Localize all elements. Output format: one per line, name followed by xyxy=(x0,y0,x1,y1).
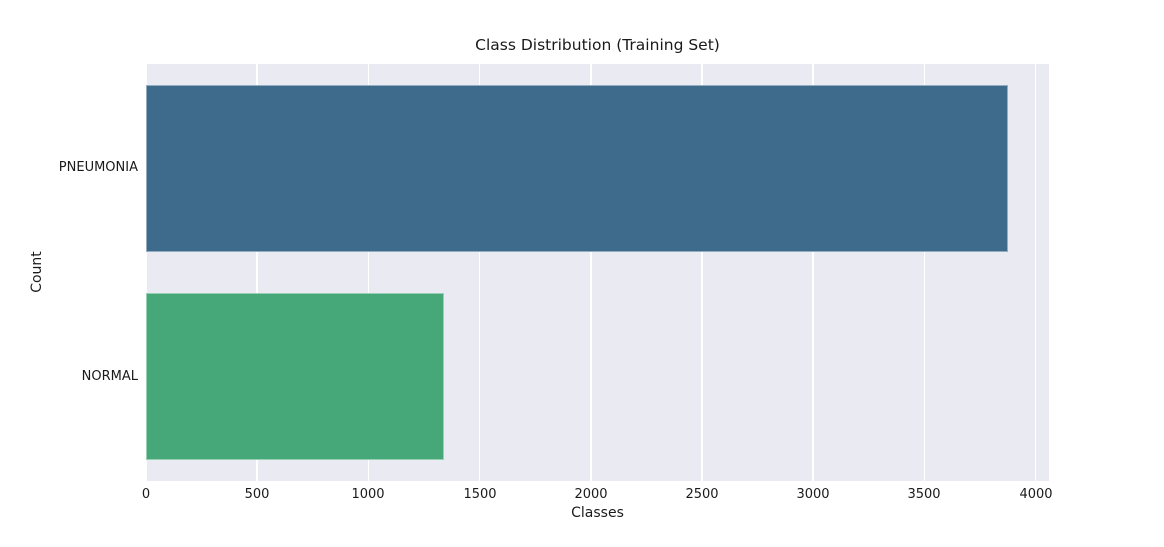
x-tick-label-500: 500 xyxy=(244,487,270,502)
x-tick-label-3000: 3000 xyxy=(796,487,830,502)
x-tick-label-3500: 3500 xyxy=(907,487,941,502)
x-axis-label: Classes xyxy=(571,505,624,521)
gridline-x-4000 xyxy=(1034,64,1037,481)
x-tick-label-0: 0 xyxy=(141,487,151,502)
y-tick-label-normal: NORMAL xyxy=(81,369,138,384)
bar-pneumonia xyxy=(146,85,1008,252)
plot-area xyxy=(146,64,1049,481)
gridline-x-2500 xyxy=(701,64,703,481)
gridline-x-1500 xyxy=(478,64,481,481)
x-tick-label-2000: 2000 xyxy=(574,487,608,502)
chart-title: Class Distribution (Training Set) xyxy=(475,36,720,54)
y-axis-label: Count xyxy=(29,251,45,293)
x-tick-label-1000: 1000 xyxy=(351,487,385,502)
bar-normal xyxy=(146,293,444,460)
gridline-x-3500 xyxy=(923,64,926,481)
gridline-x-0 xyxy=(146,64,147,481)
gridline-x-1000 xyxy=(367,64,370,481)
gridline-x-2000 xyxy=(590,64,592,481)
x-tick-label-1500: 1500 xyxy=(463,487,497,502)
x-tick-label-2500: 2500 xyxy=(685,487,719,502)
y-tick-label-pneumonia: PNEUMONIA xyxy=(58,160,138,175)
gridline-x-3000 xyxy=(812,64,814,481)
x-tick-label-4000: 4000 xyxy=(1019,487,1053,502)
gridline-x-500 xyxy=(256,64,258,481)
